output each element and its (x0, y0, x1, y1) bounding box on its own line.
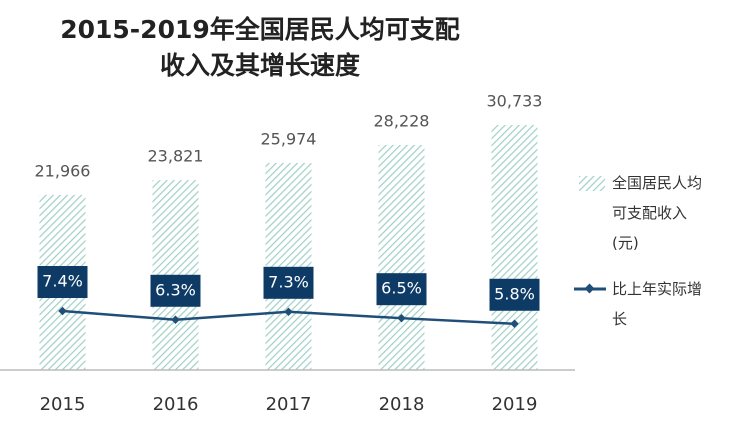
legend-label: 比上年实际增长 (612, 280, 703, 328)
label-box (150, 274, 201, 307)
legend-label: 全国居民人均可支配收入(元) (612, 174, 703, 252)
line-value-label: 5.8% (494, 284, 535, 303)
line-value-label: 6.3% (155, 280, 196, 299)
x-tick-label: 2015 (40, 394, 86, 415)
bar (491, 125, 538, 370)
label-box (37, 266, 88, 299)
bar-value-label: 23,821 (148, 147, 204, 166)
x-tick-label: 2018 (379, 394, 425, 415)
x-tick-label: 2019 (492, 394, 538, 415)
line-marker (284, 307, 293, 317)
label-box (489, 278, 540, 311)
line-value-label: 6.5% (381, 279, 422, 298)
bar (265, 162, 312, 370)
label-box (376, 273, 427, 306)
label-box (263, 266, 314, 299)
x-tick-label: 2017 (266, 394, 312, 415)
bar-value-label: 21,966 (35, 161, 91, 180)
line-marker (397, 313, 406, 323)
legend-swatch (579, 176, 605, 191)
line-marker (171, 315, 180, 325)
line-marker (510, 319, 519, 329)
bar-value-label: 25,974 (261, 129, 317, 148)
line-value-label: 7.3% (268, 272, 309, 291)
line-value-label: 7.4% (42, 272, 83, 291)
x-tick-label: 2016 (153, 394, 199, 415)
line-marker (58, 306, 67, 316)
legend-swatch (574, 283, 606, 294)
bar-value-label: 30,733 (487, 92, 543, 111)
bar (378, 144, 425, 370)
bar-value-label: 28,228 (374, 111, 430, 130)
chart-title: 2015-2019年全国居民人均可支配 收入及其增长速度 (60, 15, 460, 80)
